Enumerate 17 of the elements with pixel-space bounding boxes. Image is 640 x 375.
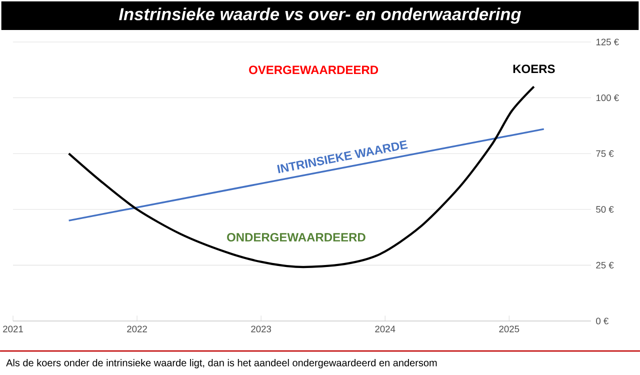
y-tick-label: 25 € <box>596 262 614 268</box>
x-tick-label: 2021 <box>3 326 23 332</box>
chart-title: Instrinsieke waarde vs over- en onderwaardering <box>118 8 522 24</box>
x-tick-label: 2024 <box>375 326 396 332</box>
annotation: ONDERGEWAARDEERD <box>227 233 366 242</box>
line-series <box>68 86 536 268</box>
y-tick-label: 50 € <box>596 206 614 213</box>
y-tick-label: 125 € <box>596 38 619 46</box>
y-tick-label: 0 € <box>596 318 609 324</box>
x-tick-label: 2022 <box>127 326 147 332</box>
x-tick-label: 2023 <box>251 326 272 332</box>
y-tick-label: 75 € <box>596 150 614 157</box>
series-label: KOERS <box>513 64 555 74</box>
x-tick-label: 2025 <box>499 326 520 332</box>
annotation: OVERGEWAARDEERD <box>249 66 378 74</box>
y-tick-label: 100 € <box>596 94 619 102</box>
text: Als de koers onder de intrinsieke waarde ligt, dan is het aandeel ondergewaardeerd en andersom <box>6 359 437 368</box>
